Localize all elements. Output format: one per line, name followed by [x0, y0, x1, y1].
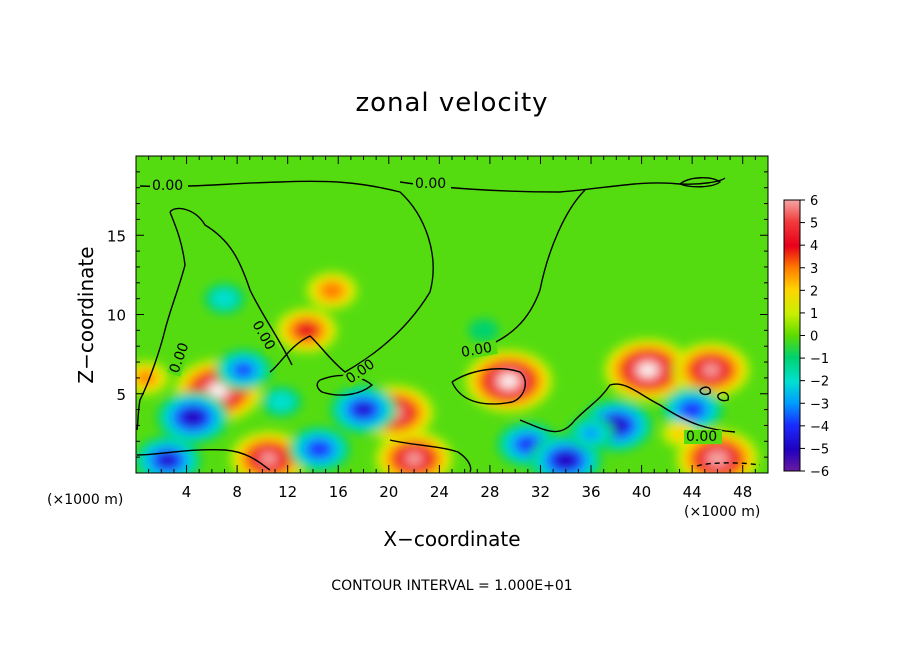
heatmap-cell	[680, 401, 704, 418]
x-unit-right: (×1000 m)	[684, 504, 761, 520]
zero-contour-line	[139, 180, 434, 373]
x-tick-label: 4	[182, 483, 192, 501]
contour-labels: 0.00 0.000.000.00 0.000.000.00	[150, 176, 722, 445]
colorbar: 6 5 4 3 2 1 0 −1 −2 −3 −4 −5 −6	[783, 194, 829, 480]
colorbar-gradient	[783, 199, 801, 472]
zero-contour-line	[696, 462, 761, 467]
zero-contour-line	[717, 391, 730, 402]
contour-interval-note: CONTOUR INTERVAL = 1.000E+01	[331, 578, 573, 594]
heatmap-cell	[554, 452, 577, 469]
heatmap-cell	[234, 363, 252, 377]
heatmap-cell	[319, 281, 345, 300]
zero-contours	[136, 177, 761, 473]
heatmap-cell	[295, 321, 319, 339]
y-tick-label: 5	[116, 386, 126, 404]
chart-title: zonal velocity	[355, 88, 549, 118]
contour-label-bg	[458, 339, 498, 361]
heatmap-cell	[210, 384, 226, 397]
contour-label-bg	[684, 430, 722, 444]
zero-contour-line	[699, 386, 712, 396]
heatmap-cell	[640, 364, 656, 376]
colorbar-tick-label: −4	[810, 420, 829, 435]
contour-label-bg	[413, 177, 451, 191]
contour-label: 0.00	[152, 178, 183, 194]
y-axis-label: Z−coordinate	[74, 246, 98, 384]
x-tick-label: 16	[329, 483, 348, 501]
x-tick-label: 44	[683, 483, 702, 501]
heatmap-cell	[703, 364, 720, 376]
contour-label: 0.00	[415, 176, 446, 192]
x-tick-label: 8	[232, 483, 242, 501]
heatmap-cell	[501, 375, 517, 387]
y-tick-label: 15	[107, 227, 126, 245]
heatmap-cell	[706, 450, 729, 467]
colorbar-tick-label: 5	[810, 217, 818, 232]
heatmap-cell	[468, 318, 499, 342]
zero-contour-line	[679, 177, 722, 188]
contour-label-bg	[342, 354, 382, 388]
colorbar-tick-label: −6	[810, 465, 829, 480]
plot-background	[136, 156, 768, 473]
zero-contour-line	[136, 448, 271, 471]
zero-contour-line	[451, 368, 526, 405]
heatmap-cell	[260, 453, 277, 465]
colorbar-tick-label: 6	[810, 194, 818, 209]
colorbar-tick-label: −1	[810, 352, 829, 367]
zero-contour-line	[469, 189, 586, 353]
colorbar-tick-label: 1	[810, 307, 818, 322]
contour-label-bg	[150, 179, 188, 193]
colorbar-tick-label: −3	[810, 397, 829, 412]
zero-contour-line	[519, 383, 736, 433]
x-unit-left: (×1000 m)	[47, 492, 124, 508]
colorbar-tick-label: 2	[810, 284, 818, 299]
zero-contour-line	[169, 207, 293, 366]
x-tick-label: 20	[379, 483, 398, 501]
contour-label-bg	[248, 316, 280, 357]
x-tick-label: 28	[480, 483, 499, 501]
heatmap-cell	[268, 391, 295, 412]
zero-contour-line	[389, 439, 472, 473]
colorbar-tick-label: −2	[810, 375, 829, 390]
contour-label-bg	[166, 336, 194, 377]
x-tick-label: 12	[278, 483, 297, 501]
heatmap-cell	[159, 454, 176, 467]
x-tick-label: 32	[531, 483, 550, 501]
colorbar-tick-label: 4	[810, 239, 818, 254]
y-tick-label: 10	[107, 307, 126, 325]
zero-contour-line	[399, 177, 726, 193]
x-axis-label: X−coordinate	[383, 527, 521, 551]
x-tick-label: 24	[430, 483, 449, 501]
colorbar-tick-label: 0	[810, 330, 818, 345]
contour-label: 0.00	[460, 340, 493, 361]
colorbar-tick-label: −5	[810, 442, 829, 457]
plot-area: 0.00 0.000.000.00 0.000.000.00	[136, 156, 768, 473]
heatmap-cell	[406, 453, 423, 465]
zero-contour-line	[136, 211, 186, 431]
x-tick-label: 36	[581, 483, 600, 501]
heatmap-cell	[307, 440, 331, 458]
heatmap-cell	[581, 426, 601, 441]
x-tick-label: 48	[733, 483, 752, 501]
x-tick-label: 40	[632, 483, 651, 501]
contour-label: 0.00	[686, 429, 717, 445]
heatmap-cell	[181, 409, 205, 426]
heatmap-cell	[355, 403, 372, 416]
heatmap-cell	[211, 288, 238, 309]
colorbar-tick-label: 3	[810, 262, 818, 277]
